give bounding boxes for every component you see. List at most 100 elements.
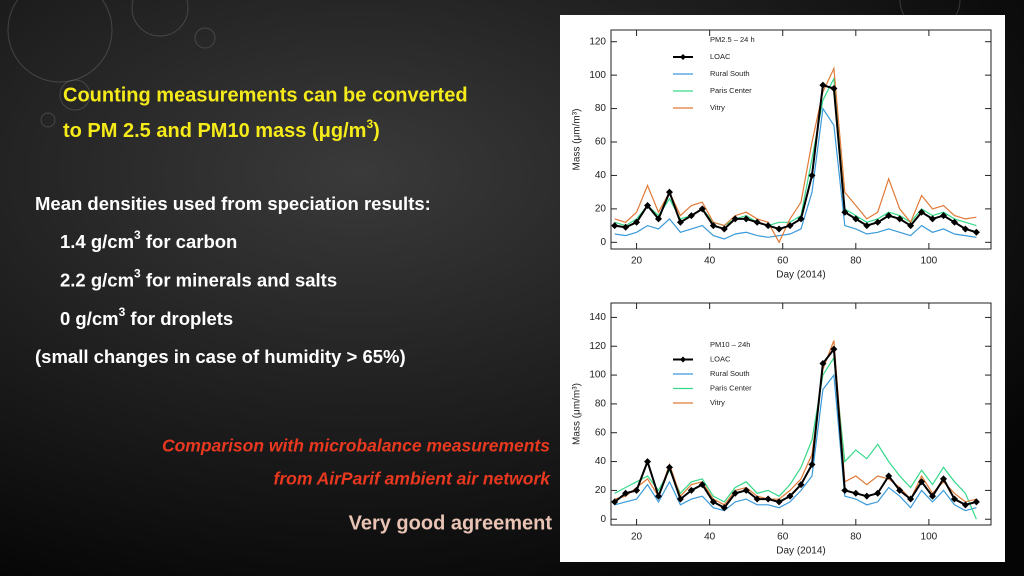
marker [775,225,783,233]
superscript: 3 [119,305,126,319]
superscript: 3 [134,228,141,242]
y-tick-label: 0 [600,237,606,248]
marker [611,498,619,506]
marker [972,228,980,236]
marker [961,501,969,509]
legend-label: Vitry [710,103,725,112]
text: 0 g/cm [60,308,119,329]
y-tick-label: 120 [589,36,606,47]
marker [907,495,915,503]
marker [929,215,937,223]
legend-title: PM2.5 – 24 h [710,35,755,44]
y-axis-label: Mass (μm/m³) [572,109,583,171]
text: to PM 2.5 and PM10 mass (μg/m [63,120,366,142]
text: for droplets [125,308,233,329]
plot-frame [610,302,992,526]
marker [940,212,947,220]
y-tick-label: 100 [589,370,606,381]
marker [775,498,783,506]
y-tick-label: 60 [595,427,607,438]
y-tick-label: 140 [589,312,606,323]
marker [655,215,662,223]
marker [709,222,717,230]
marker [611,222,619,230]
marker [808,460,816,468]
marker [665,188,673,196]
marker [742,215,750,223]
legend-label: Rural South [710,369,750,378]
text: for carbon [141,231,238,252]
marker [797,481,805,489]
superscript: 3 [134,267,141,281]
x-tick-label: 80 [850,256,862,267]
marker [852,489,860,497]
marker [863,222,871,230]
marker [961,225,969,233]
marker [786,492,794,500]
marker [698,481,706,489]
text: for minerals and salts [141,269,337,290]
y-tick-label: 60 [595,137,607,148]
heading-line: to PM 2.5 and PM10 mass (μg/m3) [63,117,380,142]
marker [874,489,882,497]
marker [687,486,695,494]
legend-marker [680,356,686,363]
marker [764,222,772,230]
marker [622,489,630,497]
legend-label: Paris Center [710,383,752,392]
marker [644,458,652,466]
intro: Mean densities used from speciation resu… [35,193,431,214]
marker [665,463,673,471]
marker [676,218,684,226]
marker [819,360,827,368]
marker [841,486,849,494]
x-tick-label: 100 [921,532,938,543]
density-item: 0 g/cm3 for droplets [60,305,233,329]
marker [633,486,641,494]
series-line [614,346,977,509]
series-line [614,106,977,240]
marker [819,81,827,89]
marker [852,215,860,223]
marker [676,495,684,503]
marker [742,486,750,494]
marker [786,222,794,230]
marker [622,223,630,231]
y-tick-label: 80 [595,399,607,410]
superscript: 3 [366,117,373,131]
note: (small changes in case of humidity > 65%… [35,346,406,367]
x-axis-label: Day (2014) [776,270,825,281]
series-line [614,66,977,244]
chart-panel [560,15,1005,562]
marker [940,475,947,483]
marker [731,489,739,497]
y-tick-label: 120 [589,341,606,352]
charts: 0 20 40 60 80 100 120 20 40 60 80 100 Day (2014) Mass… [572,29,992,557]
x-tick-label: 60 [777,256,789,267]
y-tick-label: 40 [595,170,607,181]
marker [972,498,980,506]
marker [797,215,805,223]
marker [655,492,662,500]
marker [874,218,882,226]
x-tick-label: 60 [777,532,789,543]
marker [731,215,739,223]
marker [753,495,761,503]
density-item: 2.2 g/cm3 for minerals and salts [60,267,337,291]
y-axis-label: Mass (μm/m³) [572,383,583,445]
marker [687,212,695,220]
marker [720,225,728,233]
series-line [614,373,977,512]
marker [720,504,728,512]
y-tick-label: 80 [595,103,607,114]
marker [830,345,838,353]
marker [830,85,838,93]
x-tick-label: 40 [704,532,716,543]
marker [633,218,641,226]
marker [885,212,893,220]
marker [950,218,958,226]
legend-marker [680,54,686,60]
marker [918,478,926,486]
